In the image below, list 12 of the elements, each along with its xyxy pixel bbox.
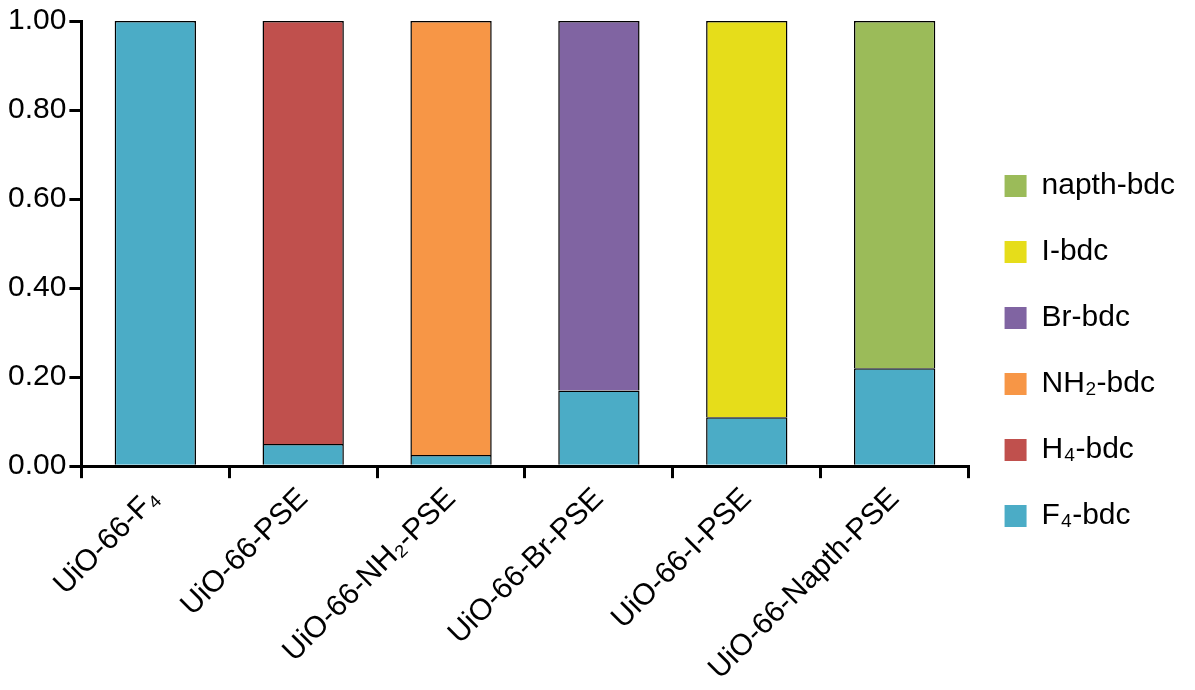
legend-label: Br-bdc	[1041, 299, 1130, 333]
y-tick-label: 0.60	[8, 180, 67, 214]
y-tick-label: 0.40	[8, 269, 67, 303]
legend-label: NH₂-bdc	[1041, 365, 1155, 399]
y-tick-label: 0.20	[8, 358, 67, 392]
legend-label: I-bdc	[1041, 233, 1109, 267]
y-tick-label: 0.80	[8, 91, 67, 125]
y-tick-label: 0.00	[8, 447, 67, 481]
legend-label: H₄-bdc	[1041, 431, 1134, 465]
y-tick-label: 1.00	[8, 2, 67, 36]
legend-label: napth-bdc	[1041, 167, 1175, 201]
legend-label: F₄-bdc	[1041, 497, 1131, 531]
